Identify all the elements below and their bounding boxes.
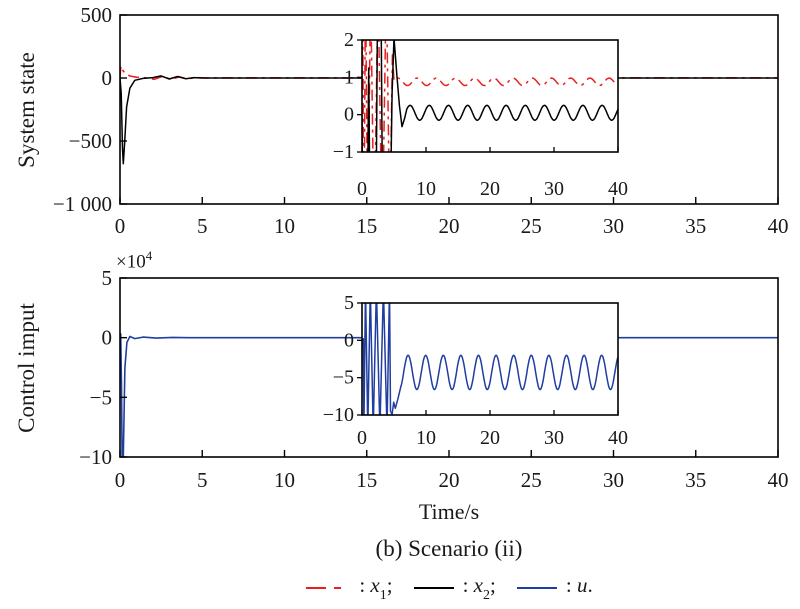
- control-input-inset-y-tick-label: −10: [323, 404, 354, 426]
- y-axis-label-system-state: System state: [14, 52, 39, 168]
- legend-label-u: : u.: [566, 573, 593, 602]
- scale-base: ×10: [116, 251, 146, 273]
- system-state-x-tick-label: 5: [197, 214, 208, 238]
- control-input-x-tick-label: 0: [115, 468, 126, 492]
- system-state-y-tick-label: 500: [81, 3, 113, 27]
- control-input-y-tick-label: −5: [90, 385, 112, 409]
- system-state-inset-y-tick-label: −1: [333, 141, 354, 163]
- control-input-inset-series-u: [362, 303, 618, 415]
- legend-variable: u: [576, 573, 588, 597]
- control-input-inset-y-tick-label: −5: [333, 367, 354, 389]
- legend-item-u: : u.: [516, 573, 593, 602]
- system-state-series-x2: [120, 75, 778, 165]
- legend-suffix: ;: [490, 573, 496, 597]
- legend-suffix: ;: [386, 573, 393, 597]
- legend-item-x2: : x2;: [413, 573, 496, 604]
- legend-prefix: :: [462, 573, 474, 597]
- x-axis-label: Time/s: [418, 499, 480, 524]
- control-input-inset-x-tick-label: 30: [544, 427, 564, 449]
- system-state-inset-series-group: [362, 40, 618, 152]
- legend-suffix: .: [587, 573, 593, 597]
- system-state-inset-background: [362, 40, 618, 152]
- legend-prefix: :: [565, 573, 577, 597]
- system-state-inset-series-x2: [362, 40, 618, 152]
- system-state-inset-x-tick-label: 30: [544, 178, 564, 200]
- y-axis-label-control-input: Control imput: [14, 303, 39, 433]
- control-input-y-tick-label: 5: [102, 266, 113, 290]
- control-input-y-tick-label: −10: [79, 445, 112, 469]
- legend-line-sample-x1: [306, 586, 351, 589]
- legend-subscript: 1: [379, 588, 387, 604]
- system-state-y-tick-label: −1 000: [53, 192, 112, 216]
- control-input-inset-series-group: [362, 303, 618, 415]
- figure-caption: (b) Scenario (ii): [375, 536, 523, 561]
- system-state-x-tick-label: 15: [356, 214, 377, 238]
- system-state-y-tick-label: −500: [69, 129, 112, 153]
- system-state-inset-x-tick-label: 20: [480, 178, 500, 200]
- system-state-x-tick-label: 40: [768, 214, 789, 238]
- control-input-x-tick-label: 25: [521, 468, 542, 492]
- system-state-x-tick-label: 10: [274, 214, 295, 238]
- legend-variable: x: [370, 573, 380, 597]
- system-state-x-tick-label: 25: [521, 214, 542, 238]
- system-state-x-tick-label: 20: [439, 214, 460, 238]
- control-input-x-tick-label: 15: [356, 468, 377, 492]
- system-state-x-tick-label: 30: [603, 214, 624, 238]
- control-input-inset-background: [362, 303, 618, 415]
- control-input-inset-y-tick-label: 0: [344, 329, 354, 351]
- legend-prefix: :: [359, 573, 371, 597]
- system-state-inset-y-tick-label: 2: [344, 29, 354, 51]
- scale-exponent: 4: [145, 248, 153, 263]
- control-input-inset-x-tick-label: 20: [480, 427, 500, 449]
- legend: : x1; : x2; : u.: [120, 573, 778, 604]
- y-axis-scale-multiplier: ×104: [116, 248, 152, 273]
- legend-label-x2: : x2;: [462, 573, 496, 604]
- system-state-inset-x-tick-label: 0: [357, 178, 367, 200]
- system-state-inset-y-tick-label: 1: [344, 66, 354, 88]
- control-input-inset-x-tick-label: 40: [608, 427, 628, 449]
- control-input-x-tick-label: 30: [603, 468, 624, 492]
- legend-variable: x: [473, 573, 483, 597]
- system-state-inset-x-tick-label: 10: [416, 178, 436, 200]
- control-input-x-tick-label: 40: [768, 468, 789, 492]
- control-input-inset-x-tick-label: 0: [357, 427, 367, 449]
- control-input-y-tick-label: 0: [102, 326, 113, 350]
- legend-line-sample-u: [516, 586, 557, 589]
- system-state-series-group: [120, 65, 778, 165]
- system-state-x-tick-label: 0: [115, 214, 126, 238]
- control-input-inset-y-tick-label: 5: [344, 292, 354, 314]
- legend-subscript: 2: [483, 588, 490, 604]
- control-input-inset-x-tick-label: 10: [416, 427, 436, 449]
- system-state-inset-y-tick-label: 0: [344, 104, 354, 126]
- system-state-x-tick-label: 35: [685, 214, 706, 238]
- system-state-inset-x-tick-label: 40: [608, 178, 628, 200]
- legend-item-x1: : x1;: [305, 573, 393, 604]
- system-state-inset-series-x1: [362, 40, 618, 152]
- system-state-y-tick-label: 0: [102, 66, 113, 90]
- control-input-x-tick-label: 5: [197, 468, 208, 492]
- legend-label-x1: : x1;: [359, 573, 393, 604]
- control-input-x-tick-label: 20: [439, 468, 460, 492]
- control-input-x-tick-label: 35: [685, 468, 706, 492]
- legend-line-sample-x2: [413, 586, 454, 589]
- control-input-x-tick-label: 10: [274, 468, 295, 492]
